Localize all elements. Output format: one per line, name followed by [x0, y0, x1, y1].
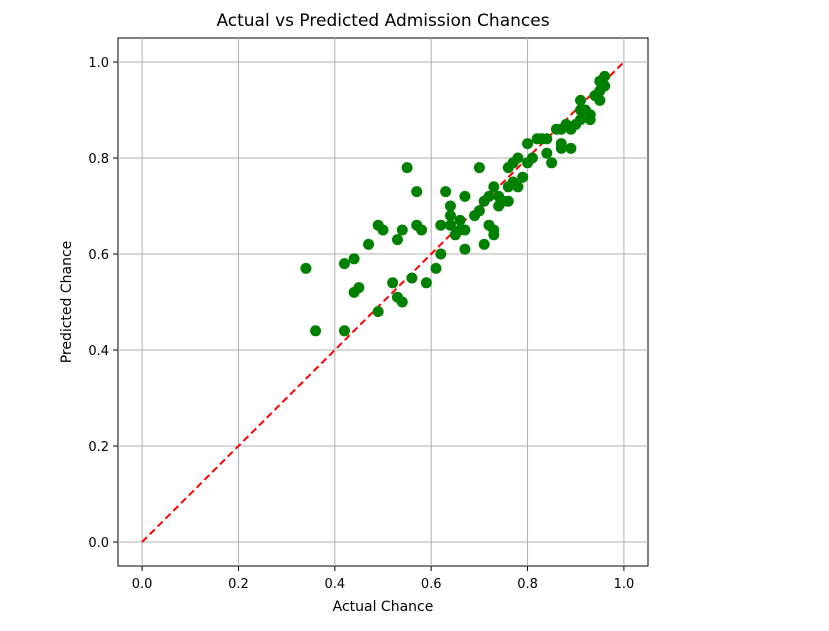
- y-tick-label: 0.4: [88, 344, 109, 359]
- x-tick-label: 0.6: [421, 577, 442, 592]
- data-point: [541, 133, 553, 145]
- data-points: [300, 70, 611, 337]
- data-point: [459, 224, 471, 236]
- data-point: [584, 114, 596, 126]
- y-axis-label: Predicted Chance: [59, 241, 75, 364]
- data-point: [473, 205, 485, 217]
- data-point: [348, 253, 360, 265]
- data-point: [517, 171, 529, 183]
- reference-line-layer: [141, 61, 625, 543]
- x-tick-label: 0.2: [228, 577, 249, 592]
- data-point: [338, 325, 350, 337]
- plot-area: [117, 37, 649, 567]
- x-tick-label: 0.4: [324, 577, 345, 592]
- data-point: [440, 186, 452, 198]
- y-tick-label: 0.6: [88, 248, 109, 263]
- data-point: [526, 152, 538, 164]
- data-point: [575, 94, 587, 106]
- data-point: [401, 162, 413, 174]
- data-point: [420, 277, 432, 289]
- data-point: [555, 142, 567, 154]
- data-point: [599, 80, 611, 92]
- data-point: [387, 277, 399, 289]
- data-point: [391, 234, 403, 246]
- data-point: [396, 296, 408, 308]
- data-point: [454, 214, 466, 226]
- y-tick-label: 0.0: [88, 536, 109, 551]
- data-point: [512, 152, 524, 164]
- y-tick-label: 0.2: [88, 440, 109, 455]
- data-point: [599, 70, 611, 82]
- data-point: [444, 210, 456, 222]
- data-point: [594, 94, 606, 106]
- data-point: [473, 162, 485, 174]
- data-point: [435, 248, 447, 260]
- grid: [118, 38, 648, 566]
- y-tick-label: 1.0: [88, 56, 109, 71]
- reference-line: [141, 61, 625, 543]
- y-tick-label: 0.8: [88, 152, 109, 167]
- data-point: [444, 219, 456, 231]
- data-point: [575, 104, 587, 116]
- data-point: [411, 186, 423, 198]
- data-point: [377, 224, 389, 236]
- data-point: [416, 224, 428, 236]
- data-point: [406, 272, 418, 284]
- data-point: [396, 224, 408, 236]
- data-point: [488, 181, 500, 193]
- data-point: [512, 181, 524, 193]
- data-point: [310, 325, 322, 337]
- x-tick-label: 0.0: [132, 577, 153, 592]
- chart-title: Actual vs Predicted Admission Chances: [216, 11, 549, 31]
- data-point: [502, 195, 514, 207]
- data-point: [363, 238, 375, 250]
- data-point: [483, 190, 495, 202]
- data-point: [522, 138, 534, 150]
- data-point: [459, 190, 471, 202]
- data-point: [300, 262, 312, 274]
- data-point: [565, 142, 577, 154]
- data-point: [444, 200, 456, 212]
- data-point: [338, 258, 350, 270]
- data-point: [459, 243, 471, 255]
- data-point: [353, 282, 365, 294]
- x-axis-label: Actual Chance: [333, 599, 434, 615]
- data-point: [546, 157, 558, 169]
- data-point: [541, 147, 553, 159]
- data-point: [575, 114, 587, 126]
- data-point: [372, 306, 384, 318]
- data-point: [478, 238, 490, 250]
- x-axis-ticks: 0.0 0.2 0.4 0.6 0.8 1.0: [132, 566, 635, 592]
- data-point: [430, 262, 442, 274]
- y-axis-ticks: 0.0 0.2 0.4 0.6 0.8 1.0: [88, 56, 118, 551]
- x-tick-label: 1.0: [614, 577, 635, 592]
- x-tick-label: 0.8: [517, 577, 538, 592]
- data-point: [435, 219, 447, 231]
- data-point: [488, 229, 500, 241]
